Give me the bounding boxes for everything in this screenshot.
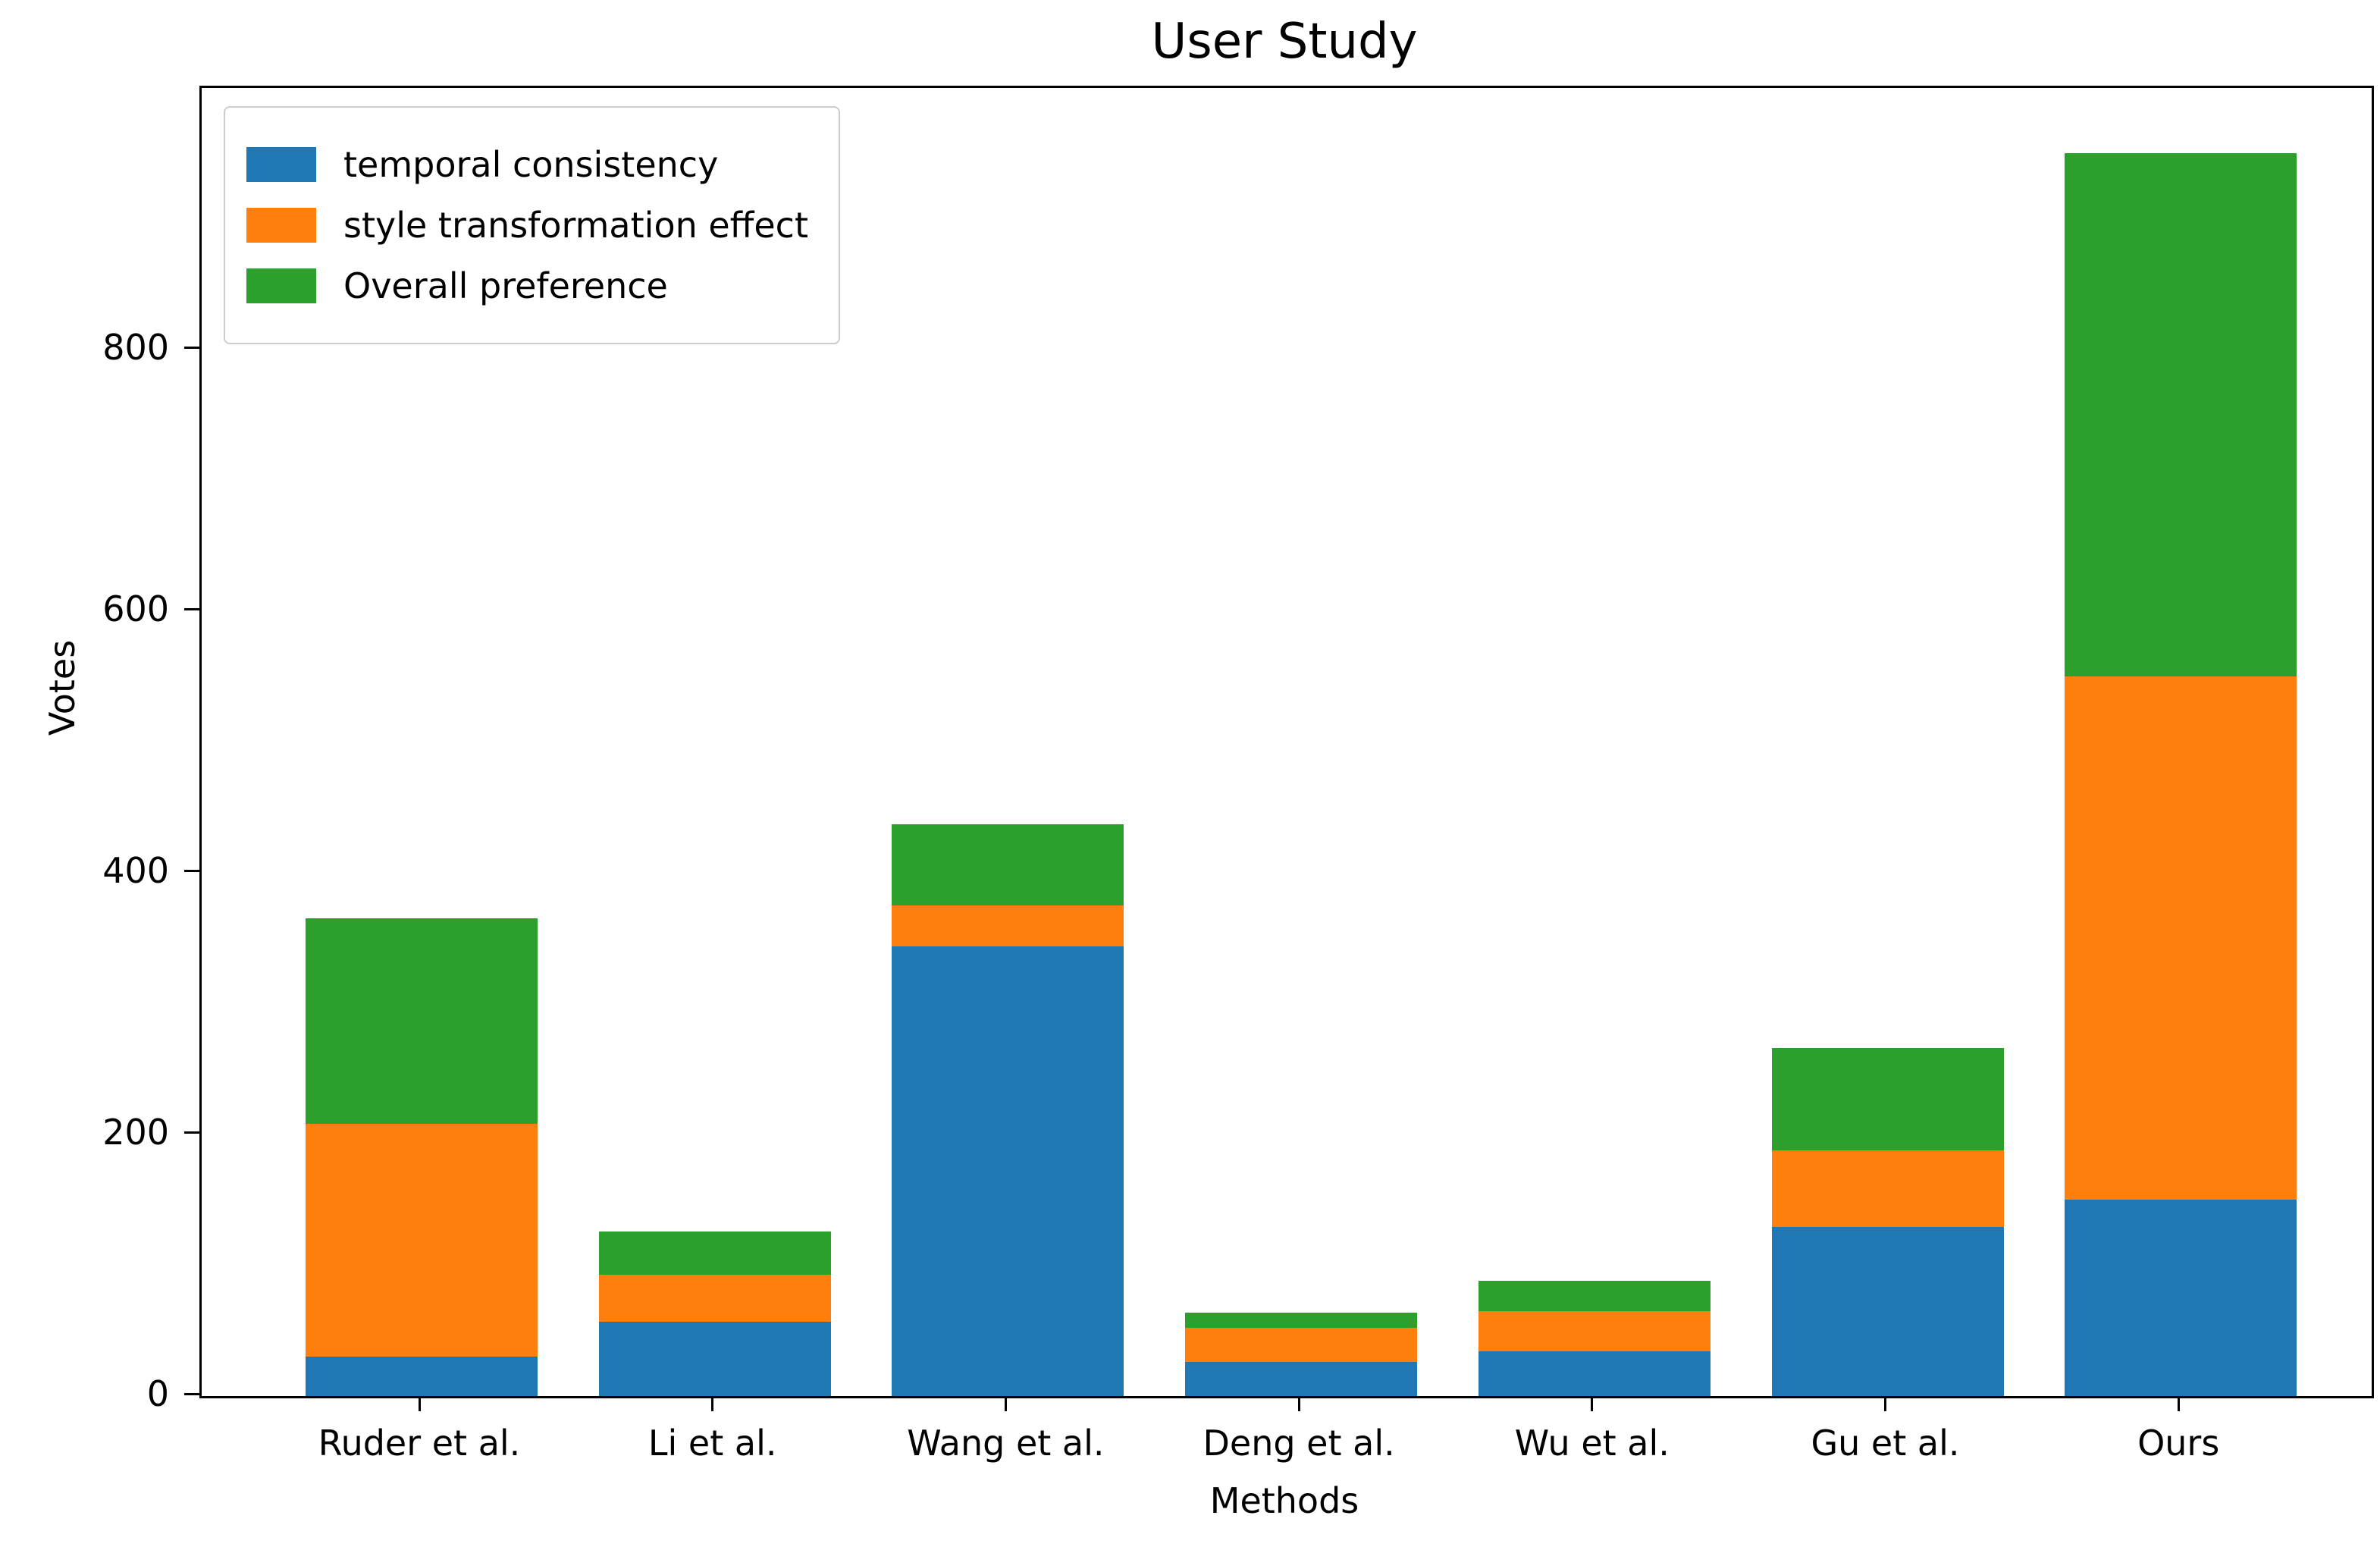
bar-segment-temporal-consistency — [1478, 1351, 1711, 1396]
legend-label: temporal consistency — [343, 144, 719, 185]
y-tick — [184, 346, 199, 349]
x-category-label: Ruder et al. — [318, 1423, 521, 1464]
x-category-label: Gu et al. — [1811, 1423, 1960, 1464]
bar-segment-style-transformation-effect — [306, 1124, 538, 1357]
legend-item: style transformation effect — [246, 200, 808, 250]
bar-segment-temporal-consistency — [1185, 1362, 1418, 1396]
y-tick-label: 400 — [102, 850, 169, 891]
legend-label: Overall preference — [343, 265, 668, 306]
bar-segment-overall-preference — [598, 1231, 831, 1275]
bar-segment-style-transformation-effect — [1771, 1150, 2004, 1228]
plot-area — [199, 86, 2374, 1398]
y-tick-label: 800 — [102, 327, 169, 368]
bar-segment-temporal-consistency — [598, 1321, 831, 1396]
legend: temporal consistency style transformation… — [224, 106, 840, 344]
bar-segment-overall-preference — [892, 824, 1124, 906]
bar-segment-temporal-consistency — [306, 1357, 538, 1396]
legend-swatch — [246, 147, 316, 182]
bar-segment-overall-preference — [1478, 1281, 1711, 1311]
y-tick — [184, 1392, 199, 1395]
x-tick — [1884, 1396, 1886, 1411]
bar-segment-style-transformation-effect — [2065, 676, 2297, 1200]
y-axis-label: Votes — [42, 639, 83, 736]
y-tick-label: 600 — [102, 588, 169, 629]
bar-segment-temporal-consistency — [2065, 1200, 2297, 1396]
x-category-label: Wang et al. — [907, 1423, 1105, 1464]
legend-swatch — [246, 268, 316, 303]
x-category-label: Ours — [2137, 1423, 2220, 1464]
bar-ruder-et-al — [306, 918, 538, 1396]
bar-segment-overall-preference — [2065, 153, 2297, 677]
bar-segment-overall-preference — [1185, 1312, 1418, 1329]
bar-segment-overall-preference — [306, 918, 538, 1125]
bar-segment-style-transformation-effect — [598, 1274, 831, 1322]
legend-swatch — [246, 208, 316, 243]
bar-segment-style-transformation-effect — [1185, 1328, 1418, 1363]
bar-segment-overall-preference — [1771, 1048, 2004, 1150]
bar-gu-et-al — [1771, 1048, 2004, 1396]
bar-segment-style-transformation-effect — [1478, 1310, 1711, 1352]
chart-title: User Study — [1151, 14, 1418, 70]
x-tick — [1004, 1396, 1007, 1411]
y-tick-label: 0 — [146, 1373, 169, 1414]
bar-wu-et-al — [1478, 1281, 1711, 1396]
x-axis-label: Methods — [1209, 1480, 1359, 1521]
y-tick — [184, 869, 199, 872]
x-tick — [1591, 1396, 1594, 1411]
bar-ours — [2065, 153, 2297, 1396]
bar-segment-temporal-consistency — [1771, 1227, 2004, 1396]
x-category-label: Wu et al. — [1514, 1423, 1670, 1464]
x-tick — [711, 1396, 714, 1411]
x-tick — [2177, 1396, 2180, 1411]
legend-item: temporal consistency — [246, 140, 808, 190]
x-tick — [1297, 1396, 1300, 1411]
y-tick — [184, 607, 199, 610]
x-category-label: Deng et al. — [1203, 1423, 1395, 1464]
x-category-label: Li et al. — [648, 1423, 777, 1464]
bar-segment-style-transformation-effect — [892, 905, 1124, 946]
bar-deng-et-al — [1185, 1312, 1418, 1396]
bar-segment-temporal-consistency — [892, 946, 1124, 1396]
x-tick — [418, 1396, 421, 1411]
legend-item: Overall preference — [246, 261, 808, 311]
legend-label: style transformation effect — [343, 205, 808, 246]
bar-wang-et-al — [892, 824, 1124, 1396]
bar-li-et-al — [598, 1231, 831, 1396]
y-tick-label: 200 — [102, 1112, 169, 1153]
y-tick — [184, 1131, 199, 1134]
